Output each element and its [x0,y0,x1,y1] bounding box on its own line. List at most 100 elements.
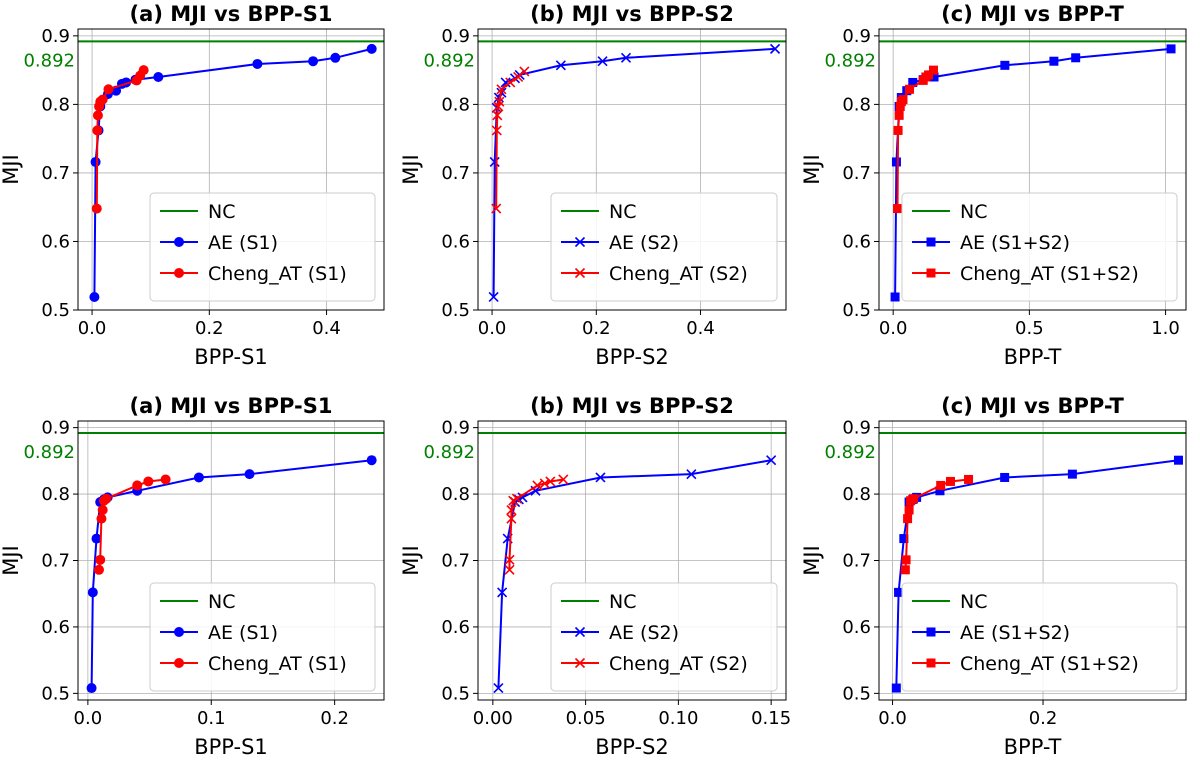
y-axis-label: MJI [800,154,824,185]
data-point [936,480,946,490]
legend: NC AE (S1+S2) Cheng_AT (S1+S2) [901,192,1178,302]
legend-label: NC [960,201,987,223]
data-point [511,493,523,504]
data-point [500,77,511,88]
x-tick-label: 0.2 [1029,708,1058,729]
legend-label: AE (S2) [609,232,679,254]
data-point [96,513,107,524]
x-axis-label: BPP-S1 [194,735,268,759]
data-point [132,480,143,491]
x-tick-label: 0.1 [197,708,226,729]
data-point [496,84,507,95]
y-axis-label: MJI [800,545,824,576]
y-tick-label: 0.6 [441,231,470,252]
data-point [160,474,171,485]
legend-box [149,582,376,692]
legend-swatch-marker [926,237,936,247]
legend-swatch-marker [574,236,586,248]
y-tick-label: 0.8 [842,94,871,115]
y-tick-label: 0.7 [842,163,871,184]
legend-swatch-marker [574,626,586,638]
legend-swatch-marker [174,627,184,637]
data-point [87,587,98,598]
nc-value-label: 0.892 [23,50,75,71]
legend-label: NC [609,201,636,223]
chart-panel-4: 0.0 0.1 0.2 0.5 0.6 0.7 0.8 0.9 0.892 (a) MJI vs … [0,394,385,759]
legend-swatch-marker [926,627,936,637]
chart-panel-5: 0.00 0.05 0.10 0.15 0.5 0.6 0.7 0.8 0.9 0.892 (b) … [399,394,791,759]
data-point [95,554,106,565]
data-point [766,455,777,466]
plot-area [478,431,786,694]
data-point [506,513,517,524]
chart-title: (a) MJI vs BPP-S1 [130,2,333,26]
x-axis-label: BPP-S1 [194,345,268,369]
legend-label: AE (S1) [208,232,278,254]
data-point [532,480,543,491]
data-point [504,564,515,575]
legend-label: NC [609,591,636,613]
legend-label: Cheng_AT (S1+S2) [960,653,1139,675]
nc-value-label: 0.892 [23,442,75,463]
data-point [1166,44,1176,54]
data-point [1067,469,1077,479]
data-point [905,84,915,94]
plot-area [78,431,384,694]
data-point [505,77,516,88]
data-point [539,478,550,489]
data-point [92,110,103,121]
data-point [1173,455,1183,465]
legend-box [550,582,778,692]
y-tick-label: 0.8 [441,484,470,505]
chart-title: (c) MJI vs BPP-T [941,2,1124,26]
chart-panel-3: 0.0 0.5 1.0 0.5 0.6 0.7 0.8 0.9 0.892 (c) MJI vs … [800,2,1187,369]
data-point [506,504,517,516]
data-point [493,92,504,103]
y-tick-label: 0.9 [842,418,871,439]
chart-title: (a) MJI vs BPP-S1 [130,394,333,418]
y-tick-label: 0.8 [41,484,70,505]
x-tick-label: 0.0 [74,708,103,729]
x-axis-label: BPP-S2 [595,735,669,759]
legend-label: Cheng_AT (S2) [609,263,748,285]
legend-swatch-marker [926,268,936,278]
data-point [945,476,955,486]
data-point [86,683,97,694]
y-tick-label: 0.9 [41,418,70,439]
legend-swatch-marker [174,268,184,278]
chart-panel-1: 0.0 0.2 0.4 0.5 0.6 0.7 0.8 0.9 0.892 (a) MJI vs … [0,2,385,369]
y-tick-label: 0.5 [842,683,871,704]
x-tick-label: 0.00 [473,708,513,729]
data-point [497,587,508,598]
data-point [891,157,901,167]
y-tick-label: 0.6 [41,231,70,252]
data-point [964,474,974,484]
data-point [97,505,108,516]
x-tick-label: 0.15 [751,708,791,729]
data-point [93,564,104,575]
data-point [1000,60,1010,70]
data-point [488,291,499,303]
data-point [252,58,263,69]
legend-label: AE (S1+S2) [960,622,1070,644]
data-point [620,52,632,63]
legend: NC AE (S1) Cheng_AT (S1) [149,582,376,692]
legend-label: Cheng_AT (S1) [208,263,347,285]
data-point [769,43,781,54]
legend-box [901,582,1178,692]
x-tick-label: 0.10 [658,708,698,729]
y-tick-label: 0.7 [41,551,70,572]
data-point [928,65,938,75]
y-tick-label: 0.6 [441,617,470,638]
y-axis-label: MJI [399,154,423,185]
data-point [686,469,697,480]
data-point [891,683,901,693]
x-axis-label: BPP-T [1004,735,1062,759]
x-tick-label: 0.5 [1015,318,1044,339]
data-point [894,110,904,120]
legend: NC AE (S2) Cheng_AT (S2) [550,582,778,692]
data-point [489,156,500,168]
data-point [890,292,900,302]
x-tick-label: 0.4 [312,318,341,339]
legend-box [901,192,1178,302]
